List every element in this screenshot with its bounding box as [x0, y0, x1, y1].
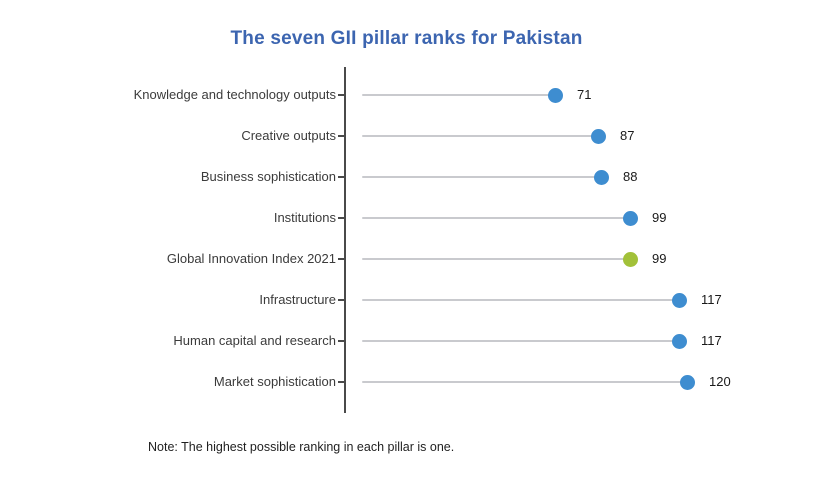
lollipop-stem — [362, 94, 555, 96]
data-point-dot — [547, 87, 563, 103]
axis-tick — [338, 135, 344, 137]
y-axis-line — [344, 67, 346, 413]
category-label: Institutions — [273, 210, 336, 225]
lollipop-stem — [362, 340, 679, 342]
value-label: 71 — [577, 87, 592, 102]
value-label: 117 — [701, 292, 722, 307]
value-label: 87 — [620, 128, 635, 143]
value-label: 99 — [652, 251, 667, 266]
chart-note: Note: The highest possible ranking in ea… — [148, 440, 455, 454]
category-label: Market sophistication — [213, 374, 336, 389]
value-label: 88 — [623, 169, 638, 184]
value-label: 117 — [701, 333, 722, 348]
category-label: Infrastructure — [259, 292, 336, 307]
data-point-dot — [622, 210, 638, 226]
axis-tick — [338, 258, 344, 260]
lollipop-stem — [362, 299, 679, 301]
lollipop-stem — [362, 381, 687, 383]
data-point-dot — [679, 374, 695, 390]
axis-tick — [338, 299, 344, 301]
data-point-dot-highlight — [622, 251, 638, 267]
category-label: Business sophistication — [200, 169, 336, 184]
axis-tick — [338, 381, 344, 383]
lollipop-stem — [362, 135, 598, 137]
axis-tick — [338, 94, 344, 96]
axis-tick — [338, 217, 344, 219]
lollipop-stem — [362, 258, 630, 260]
data-point-dot — [590, 128, 606, 144]
category-label: Creative outputs — [241, 128, 336, 143]
lollipop-stem — [362, 217, 630, 219]
axis-tick — [338, 340, 344, 342]
value-label: 120 — [709, 374, 731, 389]
data-point-dot — [671, 292, 687, 308]
category-label: Global Innovation Index 2021 — [166, 251, 336, 266]
data-point-dot — [593, 169, 609, 185]
category-label: Knowledge and technology outputs — [133, 87, 336, 102]
chart-title: The seven GII pillar ranks for Pakistan — [230, 28, 583, 49]
category-label: Human capital and research — [173, 333, 336, 348]
value-label: 99 — [652, 210, 667, 225]
lollipop-stem — [362, 176, 601, 178]
axis-tick — [338, 176, 344, 178]
data-point-dot — [671, 333, 687, 349]
